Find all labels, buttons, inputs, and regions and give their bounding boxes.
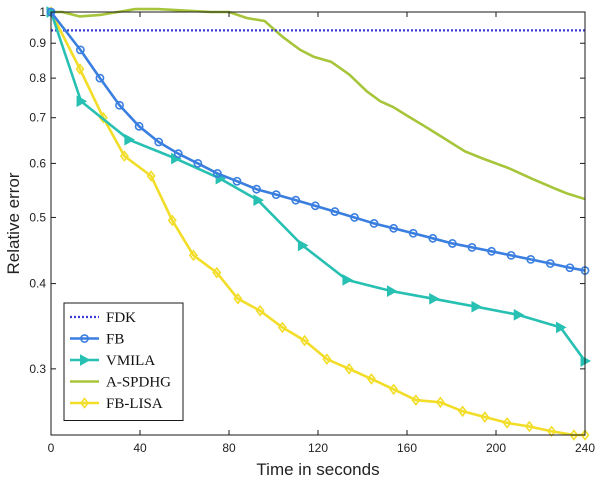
marker-fb (428, 233, 438, 243)
x-tick-label: 80 (222, 441, 236, 455)
y-tick-label: 0.8 (29, 71, 46, 85)
marker-fb (545, 259, 555, 268)
marker-fb (75, 45, 85, 55)
y-axis-label: Relative error (4, 172, 23, 274)
marker-vmila (429, 292, 440, 305)
marker-vmila (342, 274, 353, 286)
x-tick-label: 120 (308, 441, 328, 455)
marker-fb (506, 250, 516, 260)
marker-fb (252, 184, 261, 194)
marker-fb-lisa (233, 292, 243, 305)
marker-fb-lisa (188, 249, 198, 262)
marker-fb (193, 159, 203, 168)
marker-fb (526, 255, 536, 264)
marker-fb (213, 169, 222, 178)
legend-label-fdk: FDK (106, 310, 136, 326)
series-line-a-spdhg (51, 7, 586, 201)
marker-fb-lisa (146, 170, 156, 182)
marker-vmila (386, 285, 398, 297)
marker-fb-lisa (75, 63, 85, 75)
marker-fb-lisa (480, 411, 490, 423)
x-tick-label: 240 (575, 441, 595, 455)
series-a-spdhg (51, 7, 586, 201)
marker-fb (310, 201, 320, 211)
series-fb (46, 7, 590, 275)
marker-fb-lisa (366, 373, 376, 385)
y-tick-label: 0.7 (29, 111, 46, 125)
marker-fb (95, 73, 105, 83)
y-tick-label: 0.6 (29, 156, 46, 170)
legend-label-a-spdhg: A-SPDHG (106, 375, 171, 391)
marker-fb-lisa (344, 363, 354, 375)
marker-fb-lisa (502, 417, 512, 429)
x-tick-label: 40 (133, 441, 147, 455)
marker-fb-lisa (524, 420, 534, 433)
y-tick-label: 0.4 (29, 277, 46, 291)
x-axis-ticks: 0 40 80 120 160 200 240 (48, 12, 595, 455)
marker-fb (154, 137, 164, 147)
y-axis-ticks: 0.3 0.4 0.5 0.6 0.7 0.8 0.9 1 (29, 5, 585, 376)
marker-fb-lisa (547, 425, 557, 438)
marker-fb-lisa (411, 394, 421, 406)
y-tick-label: 0.5 (29, 210, 46, 224)
marker-vmila (471, 300, 483, 313)
marker-fb (369, 219, 379, 228)
marker-fb-lisa (255, 304, 265, 317)
marker-fb-lisa (322, 353, 332, 365)
marker-fb-lisa (300, 334, 310, 347)
marker-fb (173, 149, 183, 159)
marker-fb (134, 121, 144, 131)
marker-legend-fb-lisa (79, 397, 90, 409)
marker-fb (350, 213, 359, 222)
legend-label-vmila: VMILA (106, 353, 155, 369)
marker-fb-lisa (580, 429, 590, 441)
x-tick-label: 200 (486, 441, 506, 455)
y-tick-label: 0.3 (29, 362, 46, 376)
marker-fb-lisa (569, 429, 579, 441)
marker-fb-lisa (212, 266, 222, 279)
marker-fb (447, 239, 457, 248)
marker-fb-lisa (458, 405, 468, 418)
marker-fb (389, 223, 399, 233)
x-axis-label: Time in seconds (256, 460, 379, 479)
marker-fb (565, 263, 575, 273)
series-line-fb (49, 11, 586, 272)
marker-fb (291, 195, 301, 205)
marker-vmila (556, 321, 567, 334)
marker-fb (467, 242, 477, 252)
marker-fb (115, 100, 124, 110)
y-tick-label: 1 (39, 5, 46, 19)
marker-vmila (76, 95, 88, 108)
marker-fb (330, 207, 340, 216)
marker-vmila (513, 308, 525, 321)
marker-fb-lisa (167, 214, 177, 227)
marker-vmila (297, 239, 309, 252)
marker-fb-lisa (435, 396, 445, 409)
legend: FDK FB VMILA A-SPDHG FB-LISA (63, 302, 184, 421)
marker-legend-vmila (80, 354, 91, 366)
marker-fb (487, 246, 496, 256)
marker-fb (271, 190, 281, 200)
series-line-vmila (49, 11, 587, 362)
legend-label-fb: FB (106, 332, 124, 348)
marker-fb (232, 176, 242, 186)
marker-legend-fb (80, 334, 89, 343)
marker-fb-lisa (277, 321, 287, 334)
series-fb-lisa (46, 6, 590, 441)
marker-vmila (253, 194, 264, 207)
marker-fb (408, 228, 418, 238)
marker-vmila (124, 133, 135, 146)
legend-label-fb-lisa: FB-LISA (106, 396, 163, 412)
series-layer (46, 6, 592, 441)
x-tick-label: 0 (48, 441, 55, 455)
marker-fb-lisa (119, 150, 129, 162)
series-line-fb-lisa (49, 11, 585, 437)
x-tick-label: 160 (397, 441, 417, 455)
y-tick-label: 0.9 (29, 36, 46, 50)
marker-fb-lisa (389, 383, 399, 396)
